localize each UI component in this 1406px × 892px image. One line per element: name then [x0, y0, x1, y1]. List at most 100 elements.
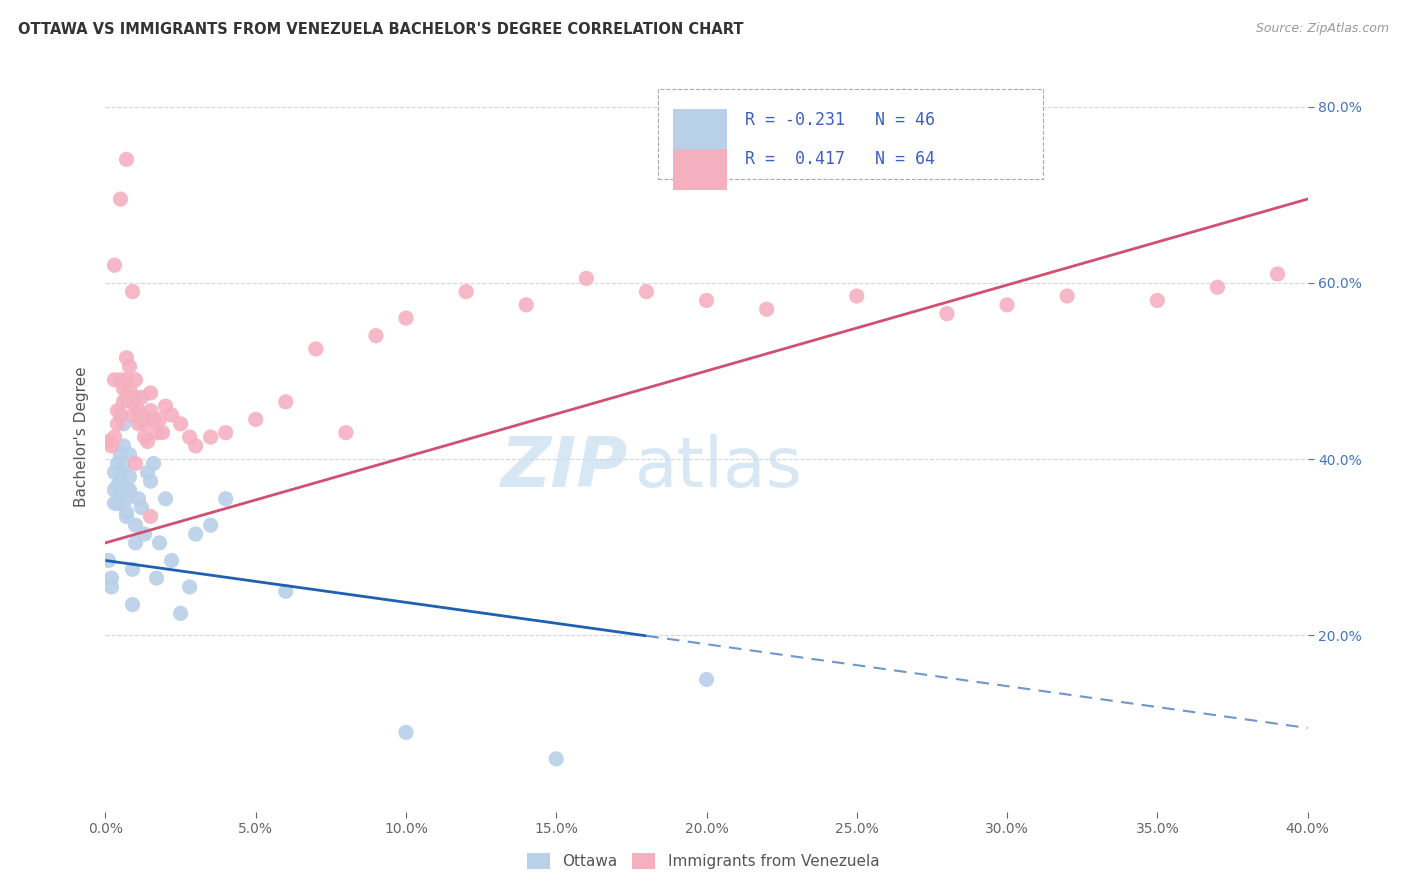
Point: [274, 584, 297, 599]
Point: [395, 725, 418, 739]
Point: [118, 359, 141, 374]
Point: [636, 285, 658, 299]
Point: [115, 373, 138, 387]
Point: [200, 518, 222, 533]
Point: [134, 527, 156, 541]
Point: [214, 425, 236, 440]
Point: [107, 496, 129, 510]
Point: [134, 417, 156, 431]
Point: [115, 505, 138, 519]
Point: [112, 417, 135, 431]
Point: [152, 425, 174, 440]
Point: [103, 258, 125, 272]
Point: [118, 448, 141, 462]
Point: [395, 311, 418, 326]
Point: [134, 430, 156, 444]
Text: ZIP: ZIP: [501, 434, 628, 500]
Point: [128, 403, 150, 417]
Point: [136, 466, 159, 480]
Point: [184, 527, 207, 541]
Point: [107, 417, 129, 431]
Point: [110, 373, 132, 387]
Point: [100, 571, 122, 585]
Point: [115, 391, 138, 405]
Point: [145, 425, 167, 440]
Point: [121, 598, 143, 612]
Point: [103, 483, 125, 497]
Point: [100, 580, 122, 594]
Point: [115, 483, 138, 497]
FancyBboxPatch shape: [673, 109, 727, 150]
Point: [364, 328, 387, 343]
Point: [103, 496, 125, 510]
Point: [148, 536, 170, 550]
Point: [97, 434, 120, 449]
Point: [696, 673, 718, 687]
Point: [115, 351, 138, 365]
Point: [115, 509, 138, 524]
Text: R = -0.231   N = 46: R = -0.231 N = 46: [745, 112, 935, 129]
Point: [696, 293, 718, 308]
Point: [110, 192, 132, 206]
Point: [515, 298, 537, 312]
Point: [124, 373, 146, 387]
Point: [1267, 267, 1289, 281]
Point: [128, 417, 150, 431]
Point: [103, 430, 125, 444]
Point: [169, 607, 191, 621]
Text: atlas: atlas: [634, 434, 803, 500]
Point: [1206, 280, 1229, 294]
Point: [121, 562, 143, 576]
Point: [118, 382, 141, 396]
Point: [755, 302, 778, 317]
Point: [112, 461, 135, 475]
Point: [179, 430, 201, 444]
Point: [145, 571, 167, 585]
Text: Source: ZipAtlas.com: Source: ZipAtlas.com: [1256, 22, 1389, 36]
Point: [142, 457, 165, 471]
Point: [107, 457, 129, 471]
Point: [107, 478, 129, 492]
Point: [100, 439, 122, 453]
Point: [139, 386, 162, 401]
Point: [335, 425, 357, 440]
Y-axis label: Bachelor's Degree: Bachelor's Degree: [75, 367, 90, 508]
Point: [546, 752, 568, 766]
Point: [184, 439, 207, 453]
FancyBboxPatch shape: [673, 149, 727, 190]
Point: [1146, 293, 1168, 308]
Point: [97, 553, 120, 567]
Point: [131, 500, 153, 515]
Point: [112, 394, 135, 409]
Point: [160, 408, 183, 422]
Point: [124, 518, 146, 533]
Point: [136, 434, 159, 449]
Legend: Ottawa, Immigrants from Venezuela: Ottawa, Immigrants from Venezuela: [520, 847, 886, 875]
Point: [169, 417, 191, 431]
Point: [112, 439, 135, 453]
Point: [115, 153, 138, 167]
Point: [118, 483, 141, 497]
Point: [110, 448, 132, 462]
Point: [179, 580, 201, 594]
Point: [155, 399, 177, 413]
Point: [200, 430, 222, 444]
Text: OTTAWA VS IMMIGRANTS FROM VENEZUELA BACHELOR'S DEGREE CORRELATION CHART: OTTAWA VS IMMIGRANTS FROM VENEZUELA BACH…: [18, 22, 744, 37]
Point: [128, 491, 150, 506]
Point: [124, 391, 146, 405]
Point: [112, 382, 135, 396]
Point: [110, 466, 132, 480]
Point: [118, 469, 141, 483]
Point: [110, 408, 132, 422]
Point: [115, 491, 138, 506]
Point: [454, 285, 477, 299]
Point: [131, 391, 153, 405]
Point: [148, 412, 170, 426]
Point: [1056, 289, 1078, 303]
Point: [139, 474, 162, 488]
Point: [103, 373, 125, 387]
FancyBboxPatch shape: [658, 88, 1043, 178]
Point: [155, 491, 177, 506]
Point: [845, 289, 868, 303]
Point: [142, 412, 165, 426]
